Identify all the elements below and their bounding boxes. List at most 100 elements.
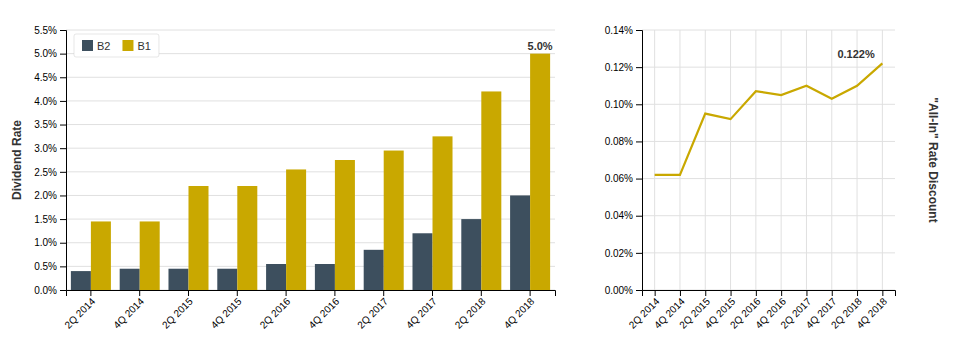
- tick-label: 4.5%: [34, 72, 57, 83]
- tick: 4Q 2018: [502, 290, 537, 331]
- grid-line-x: [831, 30, 832, 290]
- tick-mark: [530, 290, 531, 296]
- marks: [655, 63, 883, 174]
- tick: 2.0%: [34, 190, 66, 201]
- tick: 3.0%: [34, 143, 66, 154]
- tick-label: 0.00%: [605, 285, 633, 296]
- bar: [364, 250, 384, 290]
- annotation: 0.122%: [837, 48, 875, 60]
- legend-label: B2: [97, 40, 110, 52]
- tick: 2Q 2016: [258, 290, 293, 331]
- bar: [91, 221, 111, 290]
- tick: 5.0%: [34, 48, 66, 59]
- tick: 4Q 2017: [404, 290, 439, 331]
- tick: 4Q 2016: [306, 290, 341, 331]
- marks: [71, 54, 550, 290]
- tick-mark: [636, 253, 642, 254]
- tick-label: 0.10%: [605, 99, 633, 110]
- tick-mark: [237, 290, 238, 296]
- y-axis: 0.0%0.5%1.0%1.5%2.0%2.5%3.0%3.5%4.0%4.5%…: [34, 25, 66, 296]
- tick: 2Q 2014: [62, 290, 97, 331]
- tick: 0.02%: [605, 248, 642, 259]
- tick-label: 1.5%: [34, 214, 57, 225]
- bar: [217, 269, 237, 290]
- tick-label: 4Q 2018: [854, 295, 889, 330]
- bar: [286, 169, 306, 290]
- tick-mark: [60, 290, 66, 291]
- tick-label: 0.08%: [605, 136, 633, 147]
- bar: [168, 269, 188, 290]
- tick: 0.10%: [605, 99, 642, 110]
- tick-label: 2Q 2018: [453, 295, 488, 330]
- bar: [188, 186, 208, 290]
- bar: [140, 221, 160, 290]
- tick-label: 0.14%: [605, 25, 633, 36]
- tick: 4Q 2015: [209, 290, 244, 331]
- tick-mark: [60, 243, 66, 244]
- axis-line: [67, 291, 556, 297]
- tick: 4Q 2018: [854, 290, 889, 331]
- tick-mark: [636, 104, 642, 105]
- tick-label: 2Q 2014: [62, 295, 97, 330]
- tick-label: 0.0%: [34, 285, 57, 296]
- tick-mark: [636, 30, 642, 31]
- tick: 0.04%: [605, 210, 642, 221]
- chart-panel: 0.0%0.5%1.0%1.5%2.0%2.5%3.0%3.5%4.0%4.5%…: [10, 25, 555, 331]
- legend-swatch: [122, 40, 133, 51]
- tick: 4.5%: [34, 72, 66, 83]
- bar: [510, 195, 530, 290]
- grid-line-x: [705, 30, 706, 290]
- axis-line: [643, 291, 896, 297]
- tick: 2Q 2018: [453, 290, 488, 331]
- tick-label: 5.0%: [34, 48, 57, 59]
- bar: [237, 186, 257, 290]
- bar: [481, 91, 501, 290]
- legend: B2 B1: [74, 34, 159, 57]
- bar: [412, 233, 432, 290]
- grid: [642, 30, 895, 290]
- tick: 0.0%: [34, 285, 66, 296]
- grid: [66, 30, 555, 290]
- tick-label: 2.5%: [34, 167, 57, 178]
- tick: 2Q 2017: [355, 290, 390, 331]
- tick-mark: [806, 290, 807, 296]
- tick-label: 4Q 2015: [209, 295, 244, 330]
- tick-label: 4.0%: [34, 96, 57, 107]
- grid-line-x: [679, 30, 680, 290]
- bar: [335, 160, 355, 290]
- tick-label: 2Q 2017: [355, 295, 390, 330]
- tick: 0.08%: [605, 136, 642, 147]
- tick-mark: [680, 290, 681, 296]
- tick: 1.5%: [34, 214, 66, 225]
- tick-mark: [188, 290, 189, 296]
- bar-series: [91, 54, 550, 290]
- bar: [71, 271, 91, 290]
- tick-label: 4Q 2016: [306, 295, 341, 330]
- tick-mark: [286, 290, 287, 296]
- tick-mark: [139, 290, 140, 296]
- tick: 5.5%: [34, 25, 66, 36]
- tick-mark: [60, 101, 66, 102]
- tick-label: 5.5%: [34, 25, 57, 36]
- tick-mark: [731, 290, 732, 296]
- y-axis: 0.00%0.02%0.04%0.06%0.08%0.10%0.12%0.14%: [605, 25, 643, 296]
- tick-mark: [60, 77, 66, 78]
- grid-line-x: [730, 30, 731, 290]
- bar: [433, 136, 453, 290]
- chart-panel: 0.00%0.02%0.04%0.06%0.08%0.10%0.12%0.14%…: [605, 25, 940, 331]
- axis-line: [60, 31, 67, 291]
- tick-label: 0.02%: [605, 248, 633, 259]
- grid-line-x: [882, 30, 883, 290]
- chart-canvas: 0.0%0.5%1.0%1.5%2.0%2.5%3.0%3.5%4.0%4.5%…: [0, 0, 961, 357]
- tick-mark: [60, 195, 66, 196]
- tick-mark: [705, 290, 706, 296]
- legend-label: B1: [137, 40, 150, 52]
- bar: [266, 264, 286, 290]
- grid-line-x: [857, 30, 858, 290]
- tick: 0.12%: [605, 62, 642, 73]
- bar: [461, 219, 481, 290]
- grid-line-x: [654, 30, 655, 290]
- tick-mark: [481, 290, 482, 296]
- grid-line-y: [66, 30, 555, 31]
- tick-label: 1.0%: [34, 237, 57, 248]
